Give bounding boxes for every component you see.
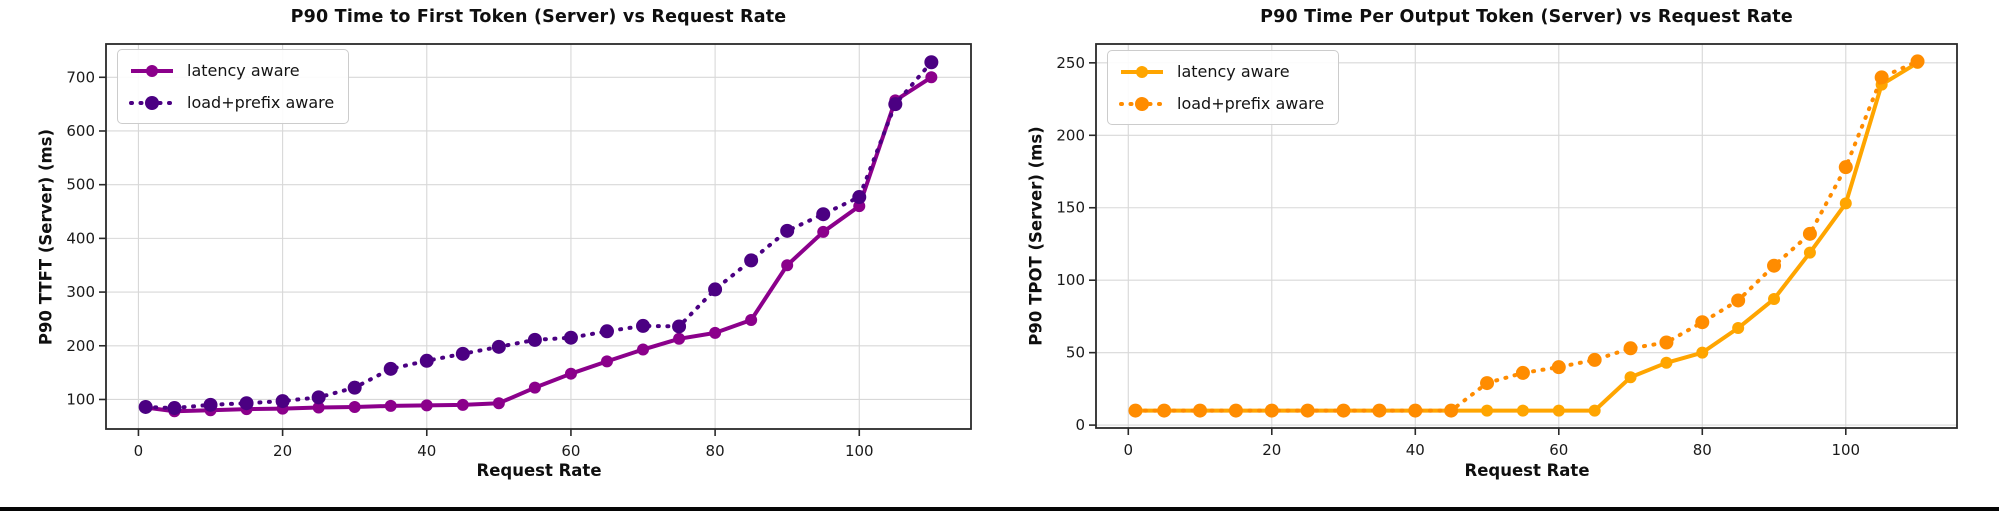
svg-text:400: 400 <box>66 229 95 247</box>
legend-label: latency aware <box>187 61 300 80</box>
svg-text:50: 50 <box>1066 344 1085 362</box>
svg-text:200: 200 <box>1056 126 1085 144</box>
series-line-latency-aware <box>145 75 933 414</box>
svg-text:20: 20 <box>273 442 292 460</box>
legend-label: load+prefix aware <box>1177 94 1325 113</box>
svg-text:100: 100 <box>845 442 874 460</box>
legend-entry-load-prefix-aware: load+prefix aware <box>1118 90 1324 117</box>
svg-text:300: 300 <box>66 283 95 301</box>
legend-entry-load-prefix-aware: load+prefix aware <box>128 89 334 116</box>
svg-text:200: 200 <box>66 337 95 355</box>
ttft-legend: latency aware load+prefix aware <box>117 49 350 124</box>
figure-ttft: 0 20 40 60 80 100 100 200 300 400 500 600 700 P90 Ti… <box>0 0 1000 505</box>
legend-label: latency aware <box>1177 62 1290 81</box>
tick-marks <box>1089 62 1847 435</box>
svg-text:0: 0 <box>1124 441 1134 459</box>
legend-label: load+prefix aware <box>187 93 335 112</box>
svg-text:60: 60 <box>1549 441 1568 459</box>
tpot-y-axis-label: P90 TPOT (Server) (ms) <box>1026 126 1046 346</box>
tick-marks <box>99 76 861 436</box>
svg-text:500: 500 <box>66 176 95 194</box>
tick-labels: 0 20 40 60 80 100 0 50 100 150 200 250 <box>1056 54 1860 459</box>
dotted-line-marker-icon <box>129 95 175 110</box>
svg-text:40: 40 <box>417 442 436 460</box>
svg-text:80: 80 <box>706 442 725 460</box>
svg-text:80: 80 <box>1693 441 1712 459</box>
svg-text:60: 60 <box>561 442 580 460</box>
dotted-line-marker-icon <box>1119 96 1165 111</box>
svg-text:250: 250 <box>1056 54 1085 72</box>
svg-text:100: 100 <box>1831 441 1860 459</box>
plot-spines <box>105 43 972 430</box>
legend-entry-latency-aware: latency aware <box>1118 58 1324 85</box>
tick-labels: 0 20 40 60 80 100 100 200 300 400 500 600 700 <box>66 68 873 460</box>
svg-text:700: 700 <box>66 68 95 86</box>
tpot-legend: latency aware load+prefix aware <box>1107 50 1340 125</box>
tpot-plot-area: 0 20 40 60 80 100 0 50 100 150 200 250 <box>1056 43 1958 459</box>
svg-text:20: 20 <box>1262 441 1281 459</box>
figure-tpot: 0 20 40 60 80 100 0 50 100 150 200 250 P90 Time Per… <box>1000 0 1999 505</box>
plot-spines <box>1095 43 1958 429</box>
ttft-y-axis-label: P90 TTFT (Server) (ms) <box>36 128 56 346</box>
series-markers-1 <box>138 55 939 416</box>
legend-entry-latency-aware: latency aware <box>128 57 334 84</box>
ttft-chart-title: P90 Time to First Token (Server) vs Requ… <box>290 7 787 27</box>
tpot-chart-title: P90 Time Per Output Token (Server) vs Re… <box>1260 7 1793 27</box>
solid-line-marker-icon <box>1121 65 1163 78</box>
ttft-x-axis-label: Request Rate <box>476 461 602 480</box>
svg-text:600: 600 <box>66 122 95 140</box>
svg-text:0: 0 <box>1075 416 1085 434</box>
svg-text:0: 0 <box>134 442 144 460</box>
ttft-plot-area: 0 20 40 60 80 100 100 200 300 400 500 600 700 <box>66 43 972 460</box>
series-markers-1 <box>1128 54 1925 418</box>
bottom-window-edge <box>0 507 1999 511</box>
solid-line-marker-icon <box>131 64 173 77</box>
svg-text:40: 40 <box>1406 441 1425 459</box>
svg-text:100: 100 <box>66 390 95 408</box>
tpot-x-axis-label: Request Rate <box>1464 461 1590 480</box>
svg-text:150: 150 <box>1056 199 1085 217</box>
svg-text:100: 100 <box>1056 271 1085 289</box>
